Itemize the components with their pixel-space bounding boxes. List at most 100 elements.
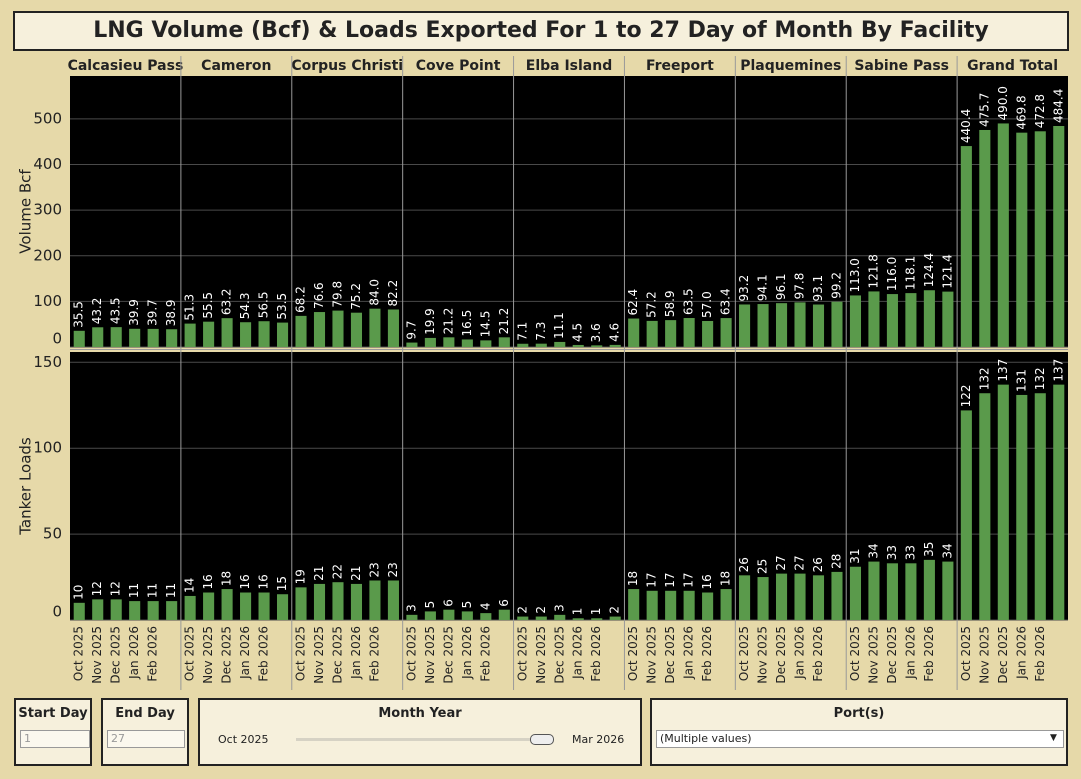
value-label: 1 (571, 608, 585, 616)
value-label: 12 (109, 581, 123, 596)
value-label: 116.0 (885, 257, 899, 291)
x-tick-label: Oct 2025 (404, 626, 418, 681)
x-tick-label: Dec 2025 (109, 626, 123, 684)
bar (923, 559, 935, 620)
value-label: 57.0 (700, 291, 714, 318)
facility-header: Cove Point (416, 58, 501, 74)
x-tick-label: Feb 2026 (589, 626, 603, 682)
y-tick-label: 200 (33, 246, 62, 264)
bar (775, 303, 788, 347)
bar (886, 294, 898, 347)
x-tick-label: Dec 2025 (330, 626, 344, 684)
value-label: 33 (885, 545, 899, 560)
x-tick-label: Jan 2026 (793, 626, 807, 680)
slider-handle[interactable] (530, 734, 554, 745)
x-tick-label: Nov 2025 (866, 626, 880, 684)
value-label: 17 (682, 573, 696, 588)
x-tick-label: Nov 2025 (977, 626, 991, 684)
month-year-filter: Month Year Oct 2025 Mar 2026 (198, 698, 642, 766)
bar (350, 312, 363, 347)
bar (683, 318, 695, 347)
bar (240, 592, 252, 620)
value-label: 93.2 (737, 275, 751, 302)
y-tick-label: 50 (43, 525, 62, 543)
bar (794, 573, 806, 620)
x-tick-label: Oct 2025 (183, 626, 197, 681)
value-label: 63.2 (220, 288, 234, 315)
value-label: 11 (146, 583, 160, 598)
facility-header: Elba Island (526, 58, 612, 74)
bar (147, 601, 159, 620)
value-label: 11 (127, 583, 141, 598)
value-label: 38.9 (164, 300, 178, 327)
value-label: 3 (552, 604, 566, 612)
value-label: 7.3 (534, 322, 548, 341)
bar (92, 327, 104, 347)
value-label: 54.3 (238, 293, 252, 320)
value-label: 131 (1014, 369, 1028, 392)
bar (609, 616, 621, 620)
value-label: 53.5 (275, 293, 289, 320)
bar (572, 618, 584, 620)
value-label: 82.2 (386, 280, 400, 307)
bar (628, 318, 640, 347)
end-day-input[interactable]: 27 (107, 730, 185, 748)
bar (387, 309, 399, 347)
value-label: 97.8 (793, 273, 807, 300)
value-label: 122 (959, 385, 973, 408)
filter-label: End Day (115, 706, 175, 721)
value-label: 132 (1033, 367, 1047, 390)
bar (369, 308, 381, 347)
bar (868, 561, 880, 620)
ports-dropdown[interactable]: (Multiple values) (656, 730, 1064, 748)
bar (517, 343, 529, 347)
x-tick-label: Jan 2026 (903, 626, 917, 680)
bar (369, 580, 381, 620)
value-label: 5 (460, 601, 474, 609)
bar (276, 594, 289, 620)
plot-area (70, 352, 1068, 620)
value-label: 16 (700, 574, 714, 589)
x-tick-label: Nov 2025 (312, 626, 326, 684)
value-label: 21.2 (497, 308, 511, 335)
x-tick-label: Nov 2025 (756, 626, 770, 684)
bar (387, 580, 399, 620)
bar (646, 590, 658, 620)
slider-track[interactable] (296, 738, 546, 741)
start-day-input[interactable]: 1 (20, 730, 90, 748)
bar (1016, 394, 1028, 620)
value-label: 4.5 (571, 323, 585, 342)
value-label: 58.9 (663, 290, 677, 317)
value-label: 56.5 (257, 292, 271, 319)
bar (295, 315, 307, 347)
value-label: 75.2 (349, 283, 363, 310)
x-tick-label: Dec 2025 (996, 626, 1010, 684)
value-label: 124.4 (922, 253, 936, 287)
bar (498, 337, 510, 347)
value-label: 6 (441, 599, 455, 607)
bar (609, 344, 621, 347)
y-tick-label: 400 (33, 155, 62, 173)
x-tick-label: Oct 2025 (737, 626, 751, 681)
dropdown-arrow[interactable]: ▼ (1050, 733, 1057, 743)
value-label: 11 (164, 583, 178, 598)
x-tick-label: Dec 2025 (774, 626, 788, 684)
y-axis-title: Volume Bcf (17, 169, 35, 254)
bar (757, 577, 769, 620)
bar (203, 592, 215, 620)
bar (1034, 131, 1046, 347)
bar (720, 318, 732, 347)
x-tick-label: Feb 2026 (1033, 626, 1047, 682)
value-label: 472.8 (1033, 94, 1047, 128)
value-label: 19 (294, 569, 308, 584)
bar (942, 561, 954, 620)
bar (258, 321, 270, 347)
chart: LNG Volume (Bcf) & Loads Exported For 1 … (13, 11, 1069, 690)
x-tick-label: Nov 2025 (90, 626, 104, 684)
value-label: 43.5 (109, 297, 123, 324)
value-label: 121.8 (866, 254, 880, 288)
value-label: 33 (903, 545, 917, 560)
value-label: 84.0 (367, 279, 381, 306)
bar (147, 328, 159, 347)
